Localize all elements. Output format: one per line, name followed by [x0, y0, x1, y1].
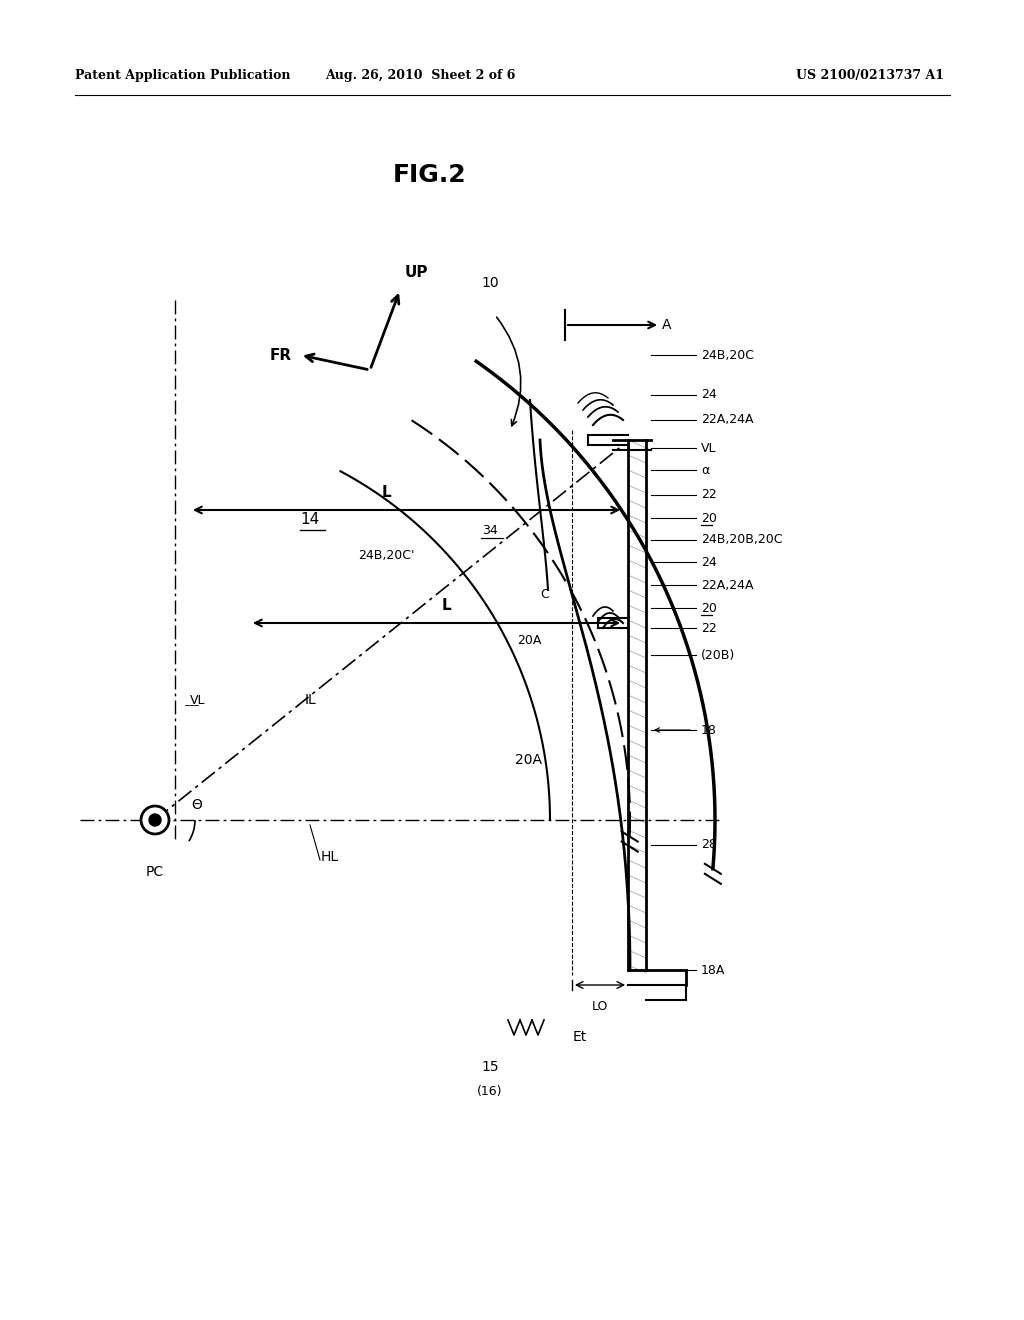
Text: LO: LO	[592, 1001, 608, 1012]
Text: 28: 28	[701, 838, 717, 851]
Text: (16): (16)	[477, 1085, 503, 1098]
Text: 24: 24	[701, 556, 717, 569]
Text: A: A	[662, 318, 672, 333]
Text: α: α	[701, 463, 710, 477]
Text: L: L	[441, 598, 451, 612]
Circle shape	[141, 807, 169, 834]
Text: 24B,20C': 24B,20C'	[358, 549, 415, 561]
Text: Aug. 26, 2010  Sheet 2 of 6: Aug. 26, 2010 Sheet 2 of 6	[325, 69, 515, 82]
Text: US 2100/0213737 A1: US 2100/0213737 A1	[796, 69, 944, 82]
Text: C: C	[541, 589, 549, 602]
Text: Θ: Θ	[191, 799, 203, 812]
Text: 24: 24	[701, 388, 717, 401]
Text: VL: VL	[701, 441, 717, 454]
Text: IL: IL	[304, 693, 315, 708]
Text: (20B): (20B)	[701, 648, 735, 661]
Text: 34: 34	[482, 524, 498, 536]
Text: 20: 20	[701, 511, 717, 524]
Text: L: L	[381, 484, 391, 500]
Text: 18: 18	[701, 723, 717, 737]
Text: 22: 22	[701, 622, 717, 635]
Text: 20A: 20A	[515, 752, 542, 767]
Text: 20A: 20A	[517, 634, 542, 647]
Text: 20: 20	[701, 602, 717, 615]
Text: 14: 14	[300, 512, 319, 528]
Text: 22: 22	[701, 488, 717, 502]
Text: PC: PC	[146, 865, 164, 879]
Text: FIG.2: FIG.2	[393, 162, 467, 187]
Text: UP: UP	[406, 265, 428, 280]
Text: 10: 10	[481, 276, 499, 290]
Text: 24B,20B,20C: 24B,20B,20C	[701, 533, 782, 546]
Text: 24B,20C: 24B,20C	[701, 348, 754, 362]
Text: Et: Et	[572, 1030, 587, 1044]
Text: VL: VL	[190, 693, 206, 706]
Text: HL: HL	[321, 850, 339, 865]
Text: 22A,24A: 22A,24A	[701, 413, 754, 426]
Text: 22A,24A: 22A,24A	[701, 578, 754, 591]
Text: Patent Application Publication: Patent Application Publication	[75, 69, 291, 82]
Circle shape	[150, 814, 161, 826]
Text: 15: 15	[481, 1060, 499, 1074]
Text: FR: FR	[270, 347, 292, 363]
Text: 18A: 18A	[701, 964, 725, 977]
